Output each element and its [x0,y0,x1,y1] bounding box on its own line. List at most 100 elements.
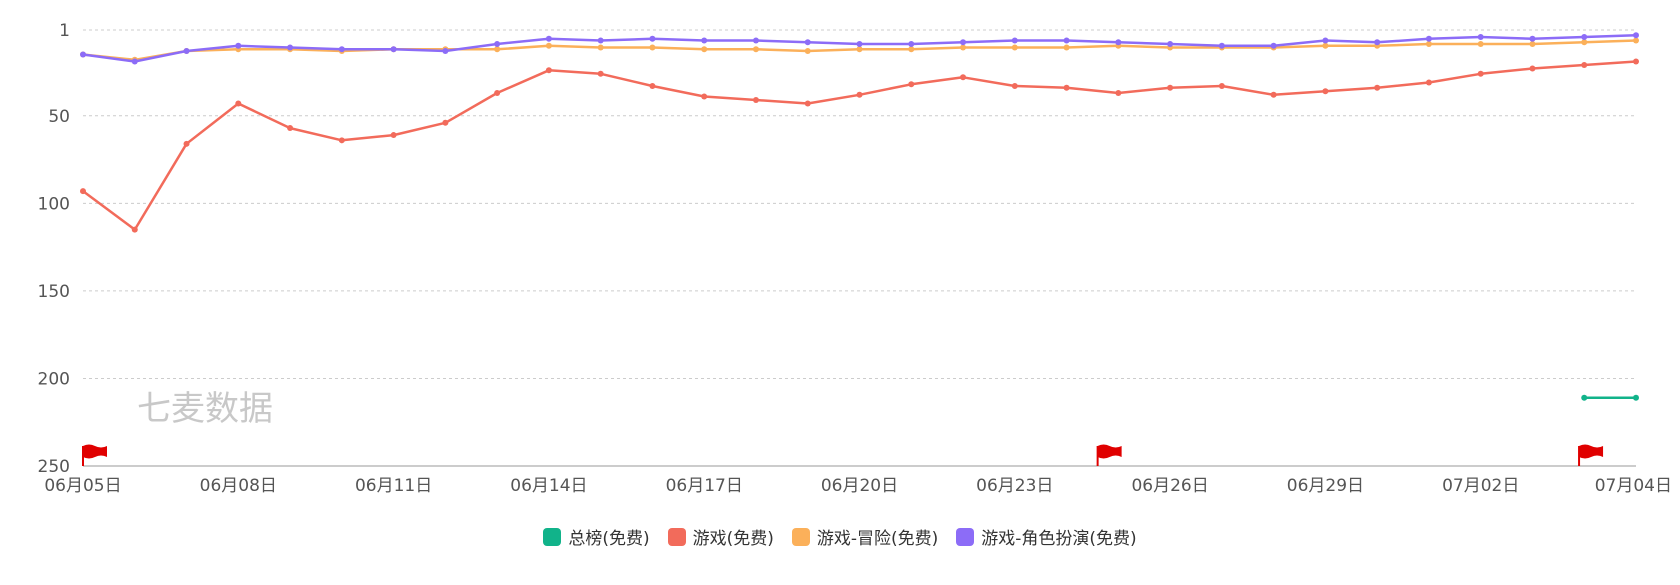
data-point[interactable] [1063,37,1070,44]
data-point[interactable] [1633,32,1639,39]
data-point[interactable] [131,58,138,65]
data-point[interactable] [960,39,967,46]
x-tick-label: 06月11日 [355,476,432,496]
legend-swatch [956,527,975,546]
data-point[interactable] [804,100,811,107]
data-point[interactable] [390,132,397,139]
data-point[interactable] [856,41,863,48]
data-point[interactable] [287,44,294,51]
data-point[interactable] [597,37,604,44]
data-point[interactable] [1581,39,1588,46]
data-point[interactable] [1633,37,1639,44]
data-point[interactable] [701,46,708,53]
data-point[interactable] [183,140,190,147]
data-point[interactable] [649,44,656,51]
data-point[interactable] [1633,394,1639,401]
data-point[interactable] [649,83,656,90]
legend-label: 游戏-冒险(免费) [816,529,939,549]
data-point[interactable] [494,41,501,48]
data-point[interactable] [1425,41,1432,48]
data-point[interactable] [1581,34,1588,41]
data-point[interactable] [701,37,708,44]
data-point[interactable] [1529,35,1536,42]
data-point[interactable] [1115,90,1122,97]
data-point[interactable] [1218,42,1225,49]
x-tick-label: 07月04日 [1595,476,1672,496]
data-point[interactable] [752,37,759,44]
data-point[interactable] [494,46,501,53]
data-point[interactable] [804,39,811,46]
data-point[interactable] [338,137,345,144]
data-point[interactable] [1477,70,1484,77]
data-point[interactable] [1322,88,1329,95]
data-point[interactable] [442,119,449,126]
data-point[interactable] [908,81,915,88]
data-point[interactable] [1167,41,1174,48]
data-point[interactable] [1063,44,1070,51]
data-point[interactable] [442,48,449,55]
data-point[interactable] [960,44,967,51]
data-point[interactable] [131,226,138,233]
data-point[interactable] [1218,83,1225,90]
data-point[interactable] [597,70,604,77]
flag-layer [82,444,1604,467]
data-point[interactable] [545,42,552,49]
data-point[interactable] [960,74,967,81]
legend-item[interactable]: 游戏-冒险(免费) [791,524,939,549]
data-point[interactable] [1477,34,1484,41]
data-point[interactable] [1063,84,1070,91]
data-point[interactable] [1425,35,1432,42]
data-point[interactable] [597,44,604,51]
data-point[interactable] [701,93,708,100]
data-point[interactable] [1011,37,1018,44]
data-point[interactable] [1115,39,1122,46]
data-point[interactable] [856,91,863,98]
data-point[interactable] [1425,79,1432,86]
legend-label: 游戏(免费) [692,529,774,549]
data-point[interactable] [752,46,759,53]
data-point[interactable] [1011,44,1018,51]
data-point[interactable] [1374,84,1381,91]
data-point[interactable] [545,67,552,74]
data-point[interactable] [287,125,294,132]
data-point[interactable] [1011,83,1018,90]
data-point[interactable] [1322,42,1329,49]
flag-icon[interactable] [82,444,107,467]
data-point[interactable] [235,100,242,107]
data-point[interactable] [1270,91,1277,98]
x-tick-label: 06月29日 [1287,476,1364,496]
data-point[interactable] [856,46,863,53]
legend-item[interactable]: 游戏(免费) [667,524,774,549]
legend-item[interactable]: 总榜(免费) [543,524,650,549]
data-point[interactable] [752,97,759,104]
flag-icon[interactable] [1096,444,1122,467]
data-point[interactable] [338,46,345,53]
data-point[interactable] [1477,41,1484,48]
data-point[interactable] [1633,58,1639,65]
data-point[interactable] [183,48,190,55]
data-point[interactable] [1529,65,1536,72]
data-point[interactable] [1581,62,1588,69]
data-point[interactable] [235,42,242,49]
data-point[interactable] [804,48,811,55]
data-point[interactable] [1322,37,1329,44]
data-point[interactable] [80,188,86,195]
data-point[interactable] [1270,42,1277,49]
data-point[interactable] [545,35,552,42]
flag-icon[interactable] [1578,444,1604,467]
data-point[interactable] [908,46,915,53]
x-tick-labels: 06月05日 06月08日 06月11日 06月14日 06月17日 06月20日 06月2… [44,476,1672,496]
grid-layer [83,29,1636,467]
data-point[interactable] [1374,39,1381,46]
data-point[interactable] [1529,41,1536,48]
y-tick-label: 150 [38,282,70,302]
data-point[interactable] [1167,84,1174,91]
data-point[interactable] [494,90,501,97]
data-point[interactable] [649,35,656,42]
legend-item[interactable]: 游戏-角色扮演(免费) [956,524,1137,549]
x-tick-label: 06月26日 [1131,476,1208,496]
data-point[interactable] [1581,394,1588,401]
data-point[interactable] [80,51,86,58]
data-point[interactable] [908,41,915,48]
data-point[interactable] [390,46,397,53]
